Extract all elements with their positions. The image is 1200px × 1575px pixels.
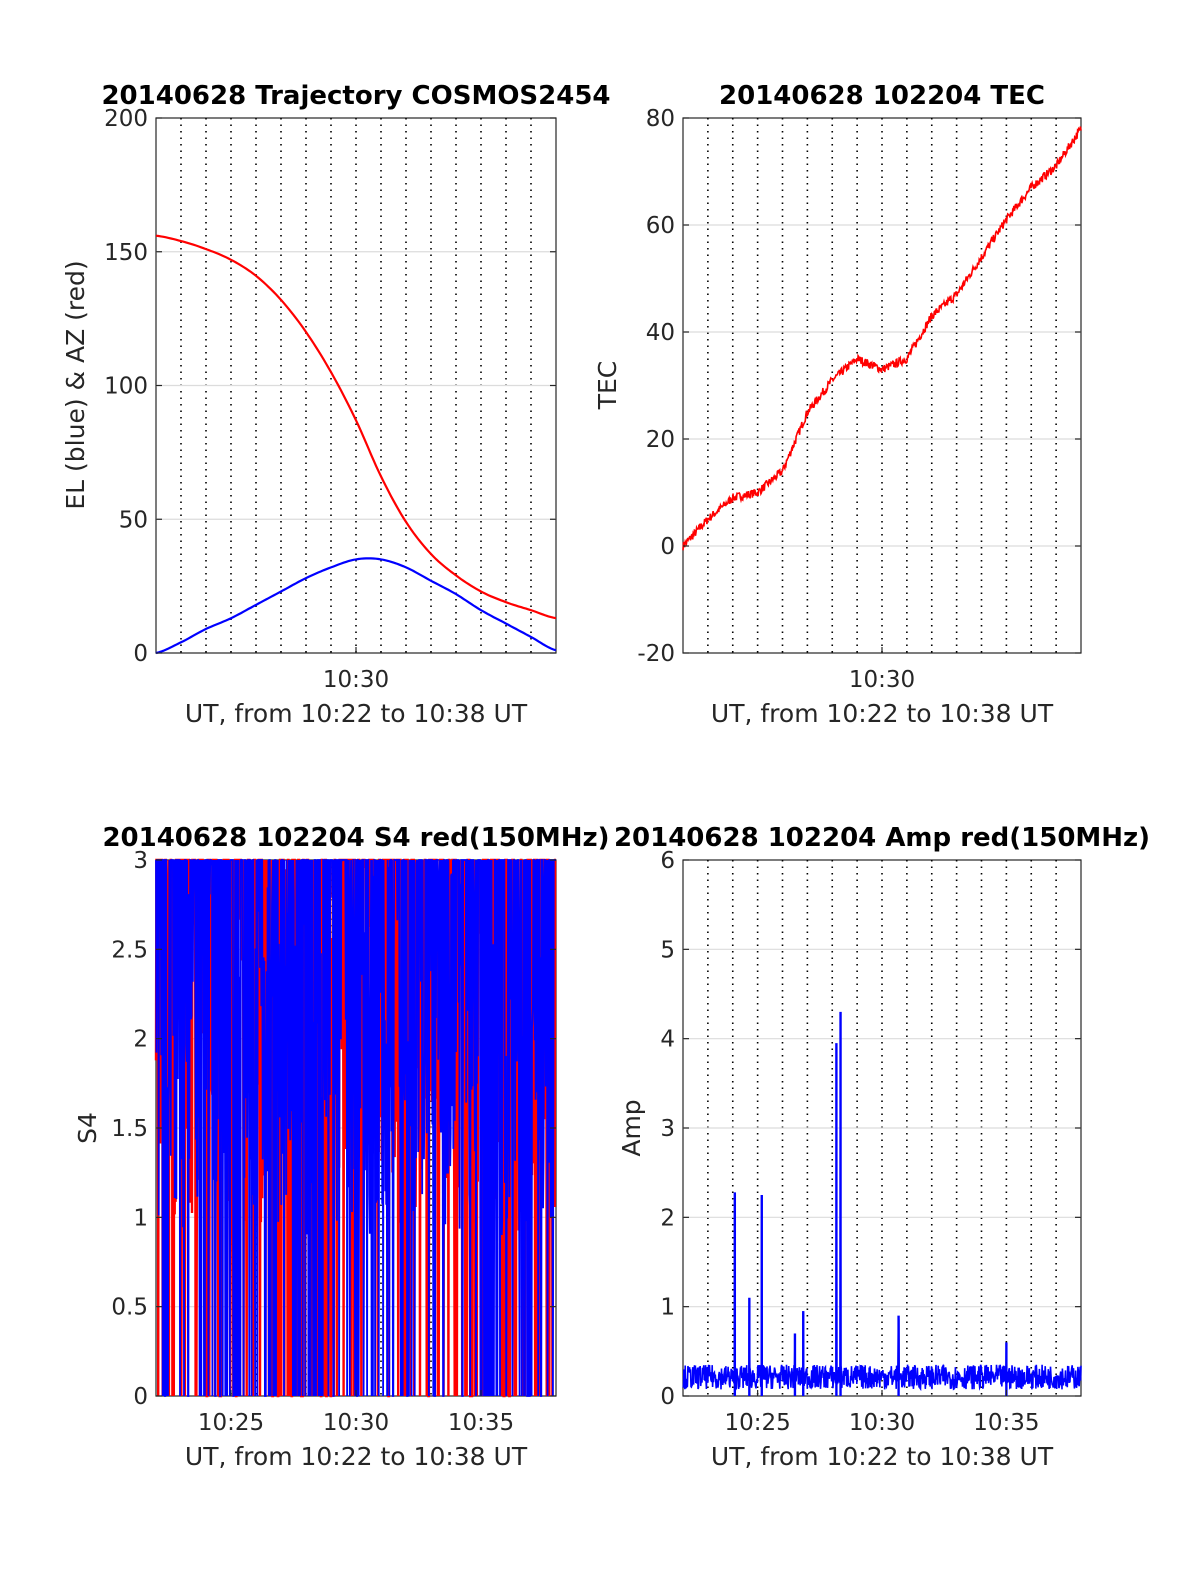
grid [683,118,1081,653]
y-tick-label: 60 [646,213,675,239]
y-tick-label: 3 [133,848,148,874]
series-group [682,1011,1082,1396]
y-tick-label: 0 [133,1384,148,1410]
y-tick-label: -20 [637,641,675,667]
y-axis-label: EL (blue) & AZ (red) [61,260,90,509]
y-tick-label: 0 [660,534,675,560]
x-ticks: 10:25 10:30 10:35 [724,1390,1040,1436]
panel-trajectory: 0 50 100 150 200 10:30 20140628 Trajectory C… [61,81,611,728]
x-ticks: 10:25 10:30 10:35 [198,1390,514,1436]
y-ticks: 0 0.5 1 1.5 2 2.5 3 [111,848,556,1410]
y-tick-label: 1 [133,1205,148,1231]
y-tick-label: 80 [646,106,675,132]
series-line [155,557,557,655]
grid [683,860,1081,1396]
y-tick-label: 100 [104,374,148,400]
panel-tec: -20 0 20 40 60 80 10:30 20140628 102204 TEC U… [593,81,1082,728]
x-axis-label: UT, from 10:22 to 10:38 UT [711,699,1054,728]
x-tick-label: 10:30 [849,667,915,693]
y-ticks: -20 0 20 40 60 80 [637,106,1081,667]
y-tick-label: 2 [660,1205,675,1231]
y-tick-label: 1.5 [111,1116,148,1142]
x-tick-label: 10:35 [448,1410,514,1436]
y-tick-label: 0 [133,641,148,667]
y-ticks: 0 50 100 150 200 [104,106,556,667]
y-tick-label: 3 [660,1116,675,1142]
x-ticks: 10:30 [323,647,389,693]
x-tick-label: 10:35 [973,1410,1039,1436]
x-axis-label: UT, from 10:22 to 10:38 UT [185,699,528,728]
x-tick-label: 10:25 [724,1410,790,1436]
y-tick-label: 50 [119,507,148,533]
y-axis-label: S4 [73,1112,102,1144]
x-tick-label: 10:30 [323,1410,389,1436]
x-axis-label: UT, from 10:22 to 10:38 UT [185,1442,528,1471]
y-tick-label: 2 [133,1027,148,1053]
y-ticks: 0 1 2 3 4 5 6 [660,848,1081,1410]
y-tick-label: 200 [104,106,148,132]
y-tick-label: 6 [660,848,675,874]
y-tick-label: 2.5 [111,937,148,963]
panel-amp: 0 1 2 3 4 5 6 10:25 10:30 10:35 20140628 102204 … [614,823,1150,1471]
x-ticks: 10:30 [849,647,915,693]
series-group [155,234,557,655]
chart-title: 20140628 102204 S4 red(150MHz) [102,823,609,853]
y-axis-label: TEC [593,361,622,411]
series-line [155,859,556,1397]
series-group [682,126,1082,551]
chart-title: 20140628 Trajectory COSMOS2454 [101,81,610,111]
grid [156,118,556,653]
chart-title: 20140628 102204 TEC [719,81,1045,111]
series-line [155,234,557,620]
y-tick-label: 1 [660,1295,675,1321]
y-tick-label: 40 [646,320,675,346]
panel-s4: 0 0.5 1 1.5 2 2.5 3 10:25 10:30 10:35 20140628 1… [73,823,610,1471]
y-tick-label: 150 [104,240,148,266]
x-tick-label: 10:25 [198,1410,264,1436]
y-tick-label: 20 [646,427,675,453]
y-tick-label: 4 [660,1027,675,1053]
chart-title: 20140628 102204 Amp red(150MHz) [614,823,1150,853]
series-line [682,126,1082,551]
y-axis-label: Amp [617,1099,646,1156]
x-axis-label: UT, from 10:22 to 10:38 UT [711,1442,1054,1471]
y-tick-label: 0.5 [111,1295,148,1321]
y-tick-label: 5 [660,937,675,963]
series-group [154,858,557,1398]
y-tick-label: 0 [660,1384,675,1410]
x-tick-label: 10:30 [323,667,389,693]
x-tick-label: 10:30 [849,1410,915,1436]
